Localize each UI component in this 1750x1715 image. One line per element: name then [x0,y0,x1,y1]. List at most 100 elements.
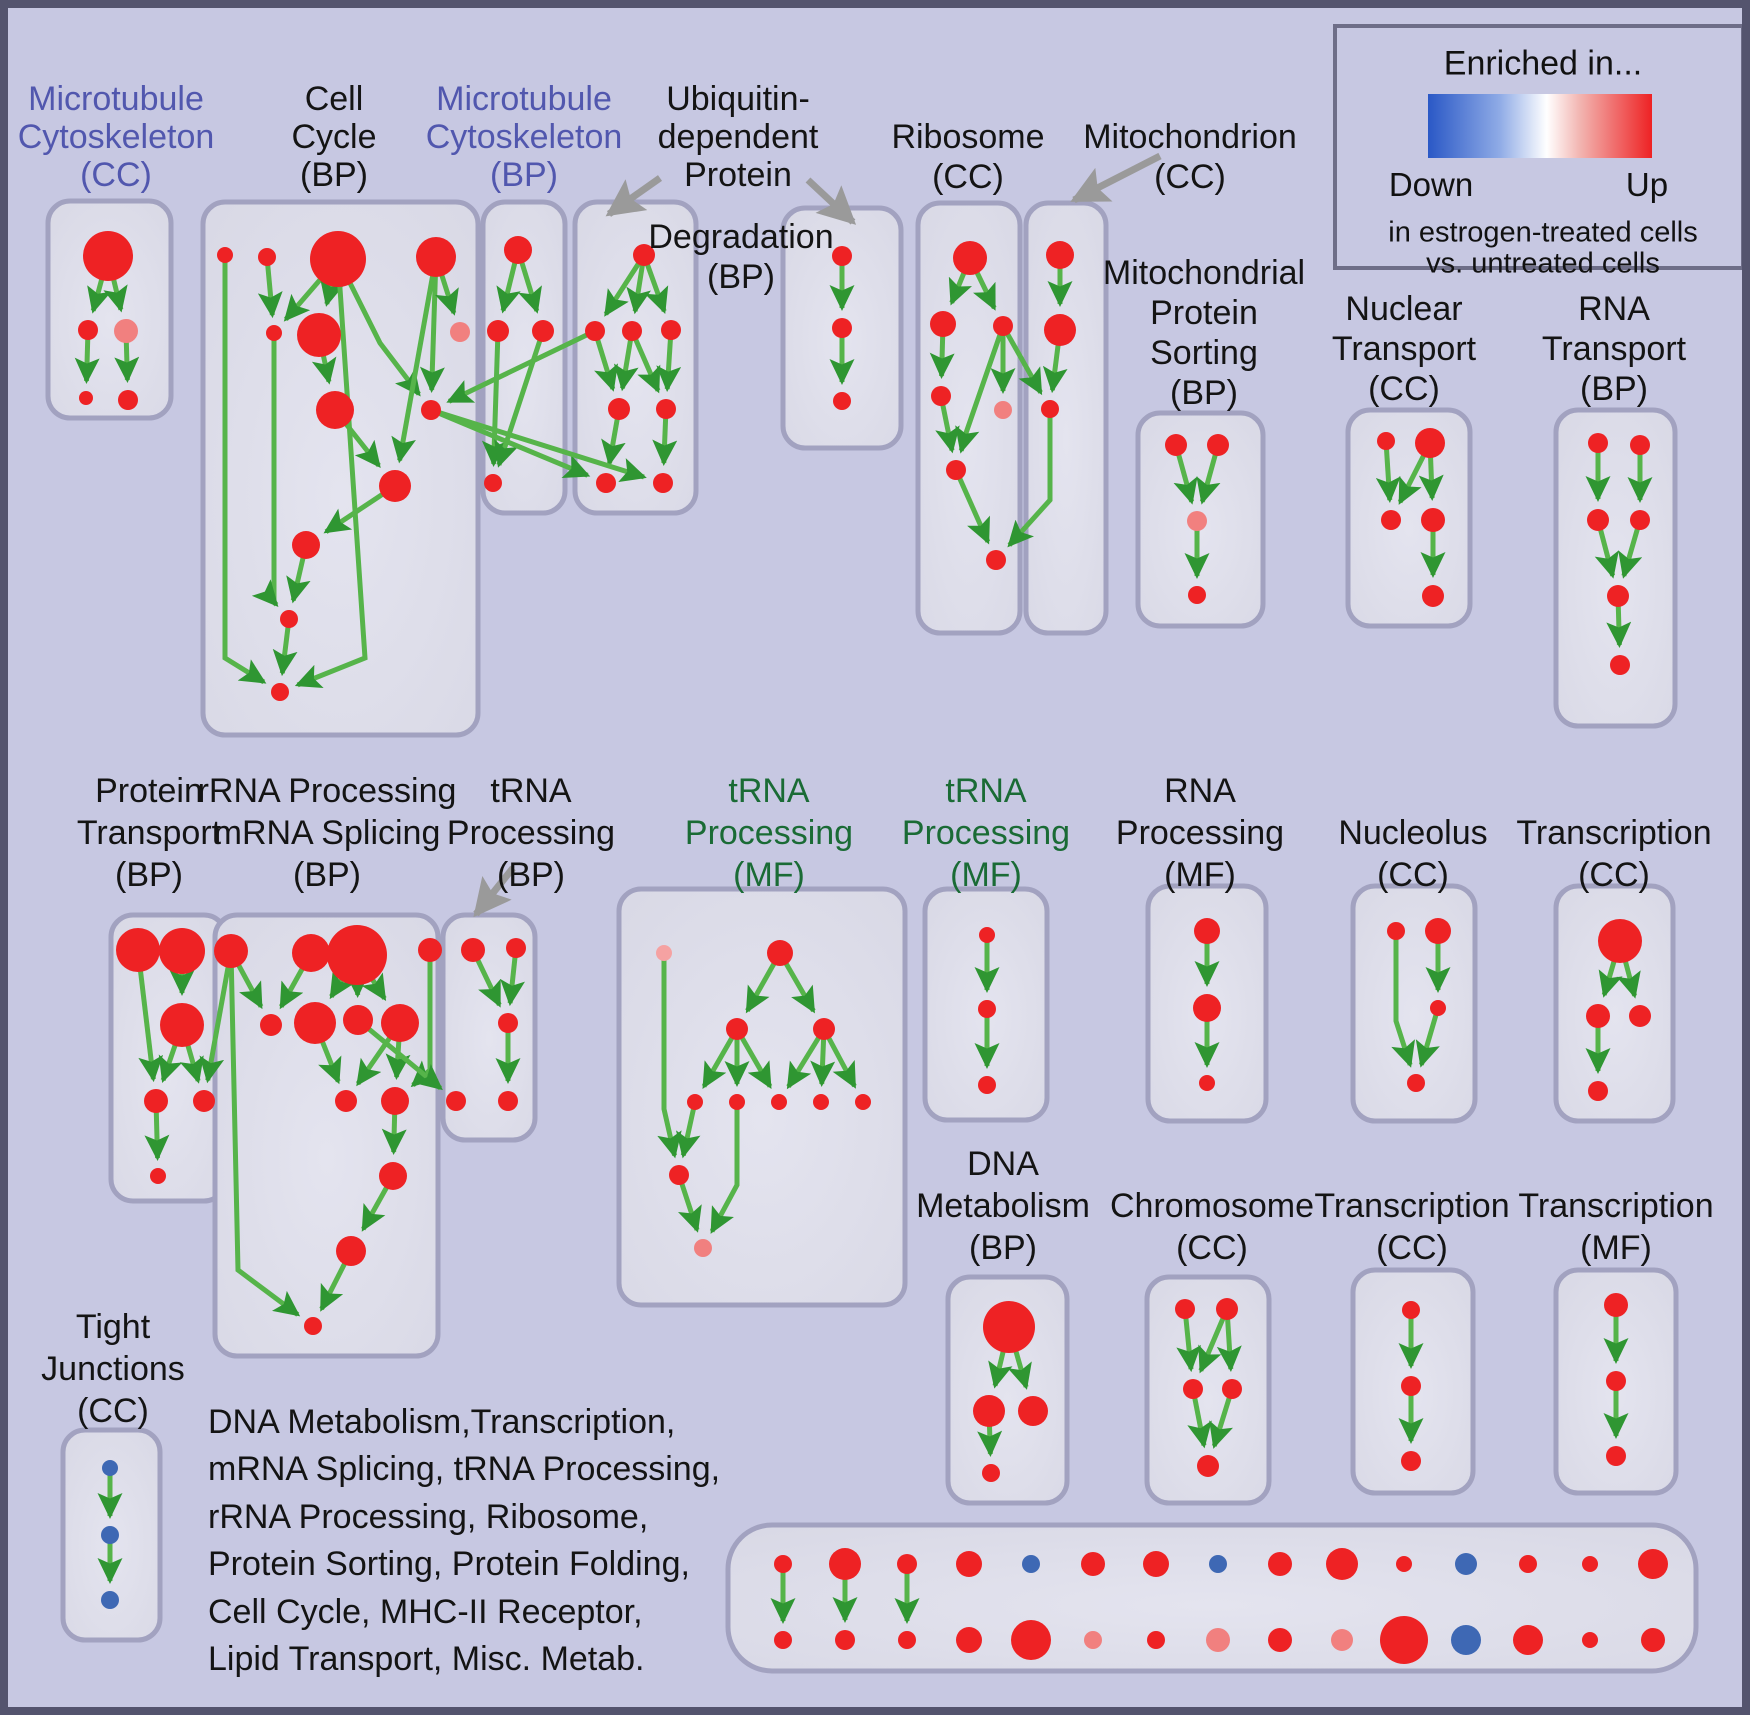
transcription-cc-mid-node-2 [1629,1005,1651,1027]
cross-edge-arrow [356,1018,443,1091]
chromosome-cc-node-1 [1216,1298,1238,1320]
label-tight-junctions-cc: Tight [76,1308,151,1346]
cross-edge-arrow [1000,324,1043,396]
trna-processing-bp-node-3 [446,1091,466,1111]
cell-cycle-bp-edge-arrow [257,256,283,319]
nuclear-transport-cc-node-4 [1422,585,1444,607]
nuclear-transport-cc-node-3 [1421,508,1445,532]
trna-processing-mf-1-node-2 [726,1018,748,1040]
legend-subtitle-2: vs. untreated cells [1426,247,1660,280]
merged-bottom-strip-node-26 [1451,1625,1481,1655]
merged-bottom-strip-node-21 [1147,1631,1165,1649]
merged-bottom-strip-node-15 [774,1631,792,1649]
cell-cycle-bp-edge-arrow [335,257,421,397]
trna-processing-bp-node-0 [461,938,485,962]
rna-transport-bp-node-3 [1630,510,1650,530]
label-mitochondrial-protein-sorting-bp: (BP) [1170,374,1238,412]
cell-cycle-bp-node-0 [217,247,233,263]
merged-bottom-strip-node-11 [1455,1553,1477,1575]
nucleolus-cc-edge-arrow [1391,931,1416,1068]
rrna-processing-mrna-splicing-bp-node-4 [260,1014,282,1036]
rna-transport-bp-box [1553,407,1678,729]
merged-bottom-strip-node-18 [956,1627,982,1653]
callout-arrow [805,177,857,225]
label-nucleolus-cc: Nucleolus [1338,814,1487,852]
microtubule-cytoskeleton-bp-node-2 [532,320,554,342]
chromosome-cc-edge-arrow [1176,1308,1202,1373]
ubiquitin-degradation-bp-2-node-2 [833,392,851,410]
merged-bottom-strip-node-24 [1331,1629,1353,1651]
dna-metabolism-bp-node-0 [983,1301,1035,1353]
cell-cycle-bp-node-8 [421,400,441,420]
label-nuclear-transport-cc: (CC) [1368,370,1440,408]
trna-processing-mf-1-node-0 [656,945,672,961]
label-mitochondrion-cc: Mitochondrion [1083,118,1297,156]
trna-processing-bp-node-2 [498,1013,518,1033]
mitochondrion-cc-node-2 [1041,400,1059,418]
label-chromosome-cc: Chromosome [1110,1187,1314,1225]
protein-transport-bp-node-3 [144,1089,168,1113]
rrna-processing-mrna-splicing-bp-node-10 [379,1162,407,1190]
ubiquitin-degradation-bp-1-edge-arrow [603,253,647,317]
legend-box: Enriched in... Down Up in estrogen-treat… [1333,24,1742,280]
mitochondrial-protein-sorting-bp-node-1 [1207,434,1229,456]
label-trna-processing-mf-1: Processing [685,814,853,852]
transcription-cc-mid-node-0 [1598,919,1642,963]
ubiquitin-degradation-bp-1-node-1 [585,321,605,341]
rrna-processing-mrna-splicing-bp-node-6 [343,1005,373,1035]
trna-processing-mf-1-node-6 [771,1094,787,1110]
chromosome-cc-box [1144,1274,1272,1506]
rna-transport-bp-node-0 [1588,433,1608,453]
label-rna-processing-mf: Processing [1116,814,1284,852]
rna-transport-bp-node-4 [1607,585,1629,607]
ribosome-cc-node-5 [946,460,966,480]
rna-processing-mf-node-2 [1199,1075,1215,1091]
label-microtubule-cytoskeleton-cc: (CC) [80,156,152,194]
merged-bottom-strip-node-0 [774,1555,792,1573]
legend-up-label: Up [1625,166,1669,203]
merged-bottom-strip-node-29 [1641,1628,1665,1652]
legend-title: Enriched in... [1443,44,1643,83]
cell-cycle-bp-node-12 [271,683,289,701]
cell-cycle-bp-edge-arrow [222,255,267,685]
dna-metabolism-bp-node-2 [1018,1396,1048,1426]
label-transcription-cc-bottom: (CC) [1376,1229,1448,1267]
merged-bottom-strip-node-10 [1396,1556,1412,1572]
label-ubiquitin-dependent-protein-degradation-bp: Ubiquitin- [666,80,810,118]
chromosome-cc-node-2 [1183,1379,1203,1399]
rna-processing-mf-node-0 [1194,918,1220,944]
label-trna-processing-bp: tRNA [490,772,572,810]
cell-cycle-bp-node-7 [316,391,354,429]
rrna-processing-mrna-splicing-bp-node-12 [304,1317,322,1335]
mitochondrial-protein-sorting-bp-node-2 [1187,511,1207,531]
label-trna-processing-bp: Processing [447,814,615,852]
label-dna-metabolism-bp: (BP) [969,1229,1037,1267]
label-rrna-processing-mrna-splicing-bp: mRNA Splicing [214,814,441,852]
trna-processing-mf-1-node-10 [694,1239,712,1257]
protein-transport-bp-node-5 [150,1168,166,1184]
trna-processing-mf-1-edge-arrow [734,1027,773,1089]
label-ubiquitin-dependent-protein-degradation-bp: dependent [658,118,819,156]
merged-bottom-strip-node-27 [1513,1625,1543,1655]
mitochondrial-protein-sorting-bp-node-0 [1165,434,1187,456]
label-rna-processing-mf: (MF) [1164,856,1236,894]
microtubule-cytoskeleton-cc-node-3 [79,391,93,405]
label-dna-metabolism-bp: DNA [967,1145,1039,1183]
label-mitochondrion-cc: (CC) [1154,158,1226,196]
label-nuclear-transport-cc: Transport [1332,330,1477,368]
protein-transport-bp-node-4 [193,1090,215,1112]
microtubule-cytoskeleton-bp-node-0 [504,236,532,264]
label-tight-junctions-cc: (CC) [77,1392,149,1430]
cell-cycle-bp-edge-arrow [251,333,279,608]
transcription-mf-node-2 [1606,1446,1626,1466]
ribosome-cc-node-0 [953,241,987,275]
rrna-processing-mrna-splicing-bp-edge-arrow [228,950,301,1317]
merged-bottom-strip-node-20 [1084,1631,1102,1649]
ribosome-cc-node-3 [931,386,951,406]
microtubule-cytoskeleton-bp-node-3 [484,474,502,492]
label-protein-transport-bp: Protein [95,772,203,810]
legend-down-label: Down [1388,166,1474,203]
trna-processing-bp-node-4 [498,1091,518,1111]
label-transcription-cc-mid: Transcription [1516,814,1711,852]
